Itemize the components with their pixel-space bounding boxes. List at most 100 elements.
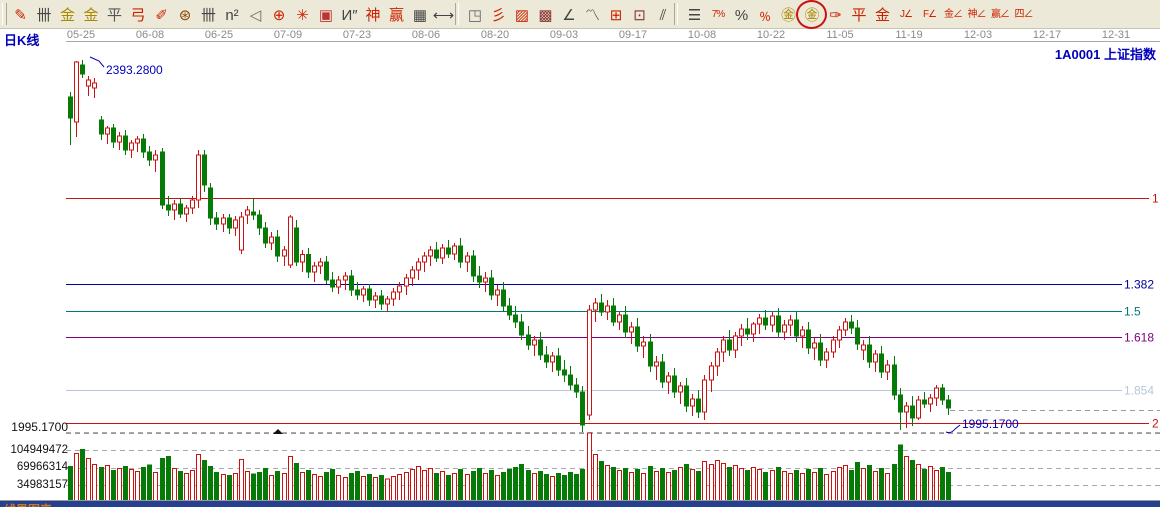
volume-bar — [593, 454, 598, 504]
volume-bar — [648, 466, 653, 504]
shen-angle-icon[interactable]: 神∠ — [964, 2, 989, 28]
parallel-lines-icon[interactable]: ⫽ — [651, 2, 676, 28]
candlestick — [940, 387, 945, 401]
corner-box-icon[interactable]: ◳ — [463, 2, 488, 28]
price-ruler-icon[interactable]: ☰ — [682, 2, 707, 28]
width-arrows-icon[interactable]: ⟷ — [431, 2, 456, 28]
candlestick — [544, 354, 549, 363]
ping-a-icon[interactable]: 平 — [847, 2, 872, 28]
set-square-icon[interactable]: ◁ — [243, 2, 268, 28]
fan-lines-icon[interactable]: 彡 — [486, 2, 511, 28]
candlestick — [885, 364, 890, 373]
tally-grid-icon[interactable]: 卌 — [32, 2, 57, 28]
candlestick — [782, 324, 787, 333]
volume-bar — [355, 471, 360, 504]
candlestick — [587, 309, 592, 416]
barcode-grid-icon[interactable]: ▦ — [408, 2, 433, 28]
candlestick — [373, 295, 378, 301]
grid-tool-icon[interactable]: ⊞ — [604, 2, 629, 28]
volume-bar — [446, 475, 451, 504]
angle-quote-icon[interactable]: И″ — [337, 2, 362, 28]
candlestick — [184, 207, 189, 215]
candlestick — [86, 79, 91, 87]
gold-grid-2-icon[interactable]: 金 — [79, 2, 104, 28]
measure-pencil-icon[interactable]: ✐ — [149, 2, 174, 28]
volume-bar — [745, 470, 750, 504]
dotted-square-icon[interactable]: ▣ — [314, 2, 339, 28]
zigzag-icon[interactable]: 〽 — [580, 2, 605, 28]
drop-pencil-icon[interactable]: ✑ — [823, 2, 848, 28]
volume-bar — [763, 472, 768, 504]
candlestick — [233, 219, 238, 229]
percent-icon-glyph: % — [734, 6, 749, 24]
ying-tool-icon[interactable]: 赢 — [384, 2, 409, 28]
starburst-icon[interactable]: ✳ — [290, 2, 315, 28]
status-bar-clipped[interactable]: 线界图表 — [0, 500, 1160, 507]
volume-bar — [452, 473, 457, 504]
gold-angle-icon[interactable]: 金∠ — [941, 2, 966, 28]
fib-label-1.618: 1.618 — [1124, 331, 1154, 345]
x-axis-date-label: 08-06 — [411, 29, 441, 41]
spiral-tool-icon[interactable]: 弓 — [126, 2, 151, 28]
gold-circle-2-icon[interactable]: ㊎ — [800, 2, 825, 28]
x-axis-date-label: 12-31 — [1101, 29, 1131, 41]
volume-bar — [574, 474, 579, 504]
toolbar-grip[interactable] — [2, 3, 7, 25]
percent-strike-icon[interactable]: 7% — [706, 2, 731, 28]
volume-bar — [275, 471, 280, 504]
candlestick — [367, 288, 372, 301]
candlestick — [678, 385, 683, 393]
golden-spiral-icon[interactable]: ⊛ — [173, 2, 198, 28]
volume-bar — [727, 467, 732, 504]
candlestick — [123, 135, 128, 151]
n-squared-icon-glyph: n² — [225, 6, 239, 24]
volume-bar — [666, 472, 671, 504]
candlestick — [898, 394, 903, 413]
toolbar-separator — [674, 3, 678, 25]
gold-grid-1-icon[interactable]: 金 — [55, 2, 80, 28]
f-angle-icon-glyph: F∠ — [922, 9, 937, 20]
trend-angle-icon[interactable]: ∠ — [557, 2, 582, 28]
volume-bar — [129, 469, 134, 504]
candlestick — [160, 151, 165, 206]
gann-box-filled-icon[interactable]: ▩ — [533, 2, 558, 28]
gold-circle-1-icon[interactable]: ㊎ — [776, 2, 801, 28]
volume-bar — [788, 473, 793, 504]
candlestick — [666, 375, 671, 383]
candlestick — [208, 187, 213, 219]
brush-tool-icon[interactable]: ✎ — [8, 2, 33, 28]
percent-icon[interactable]: % — [729, 2, 754, 28]
candlestick — [404, 277, 409, 287]
tally-grid-b-icon[interactable]: 卌 — [196, 2, 221, 28]
percent-lines-icon[interactable]: ﹪ — [753, 2, 778, 28]
ying-angle-icon[interactable]: 赢∠ — [988, 2, 1013, 28]
ping-grid-icon[interactable]: 平 — [102, 2, 127, 28]
candlestick — [770, 315, 775, 326]
candlestick — [672, 375, 677, 393]
circle-cross-icon[interactable]: ⊕ — [267, 2, 292, 28]
x-axis-date-label: 11-19 — [895, 29, 923, 41]
volume-bar — [397, 474, 402, 504]
candlestick — [574, 384, 579, 393]
candlestick — [306, 254, 311, 273]
drop-pencil-icon-glyph: ✑ — [829, 6, 842, 24]
volume-bar — [641, 473, 646, 504]
candlestick — [410, 269, 415, 279]
volume-bar — [465, 474, 470, 504]
j-angle-icon[interactable]: J∠ — [894, 2, 919, 28]
si-angle-icon[interactable]: 四∠ — [1011, 2, 1036, 28]
gold-box-icon[interactable]: 金 — [870, 2, 895, 28]
volume-bar — [68, 466, 73, 504]
volume-bar — [111, 470, 116, 504]
volume-bar — [477, 468, 482, 504]
grid-arrow-icon[interactable]: ⊡ — [627, 2, 652, 28]
n-squared-icon[interactable]: n² — [220, 2, 245, 28]
f-angle-icon[interactable]: F∠ — [917, 2, 942, 28]
volume-bar — [599, 461, 604, 504]
volume-bar — [855, 462, 860, 504]
shen-tool-icon[interactable]: 神 — [361, 2, 386, 28]
volume-bar — [245, 471, 250, 504]
volume-bar — [690, 469, 695, 504]
gann-box-icon[interactable]: ▨ — [510, 2, 535, 28]
chart-type-label: 日K线 — [4, 33, 40, 48]
